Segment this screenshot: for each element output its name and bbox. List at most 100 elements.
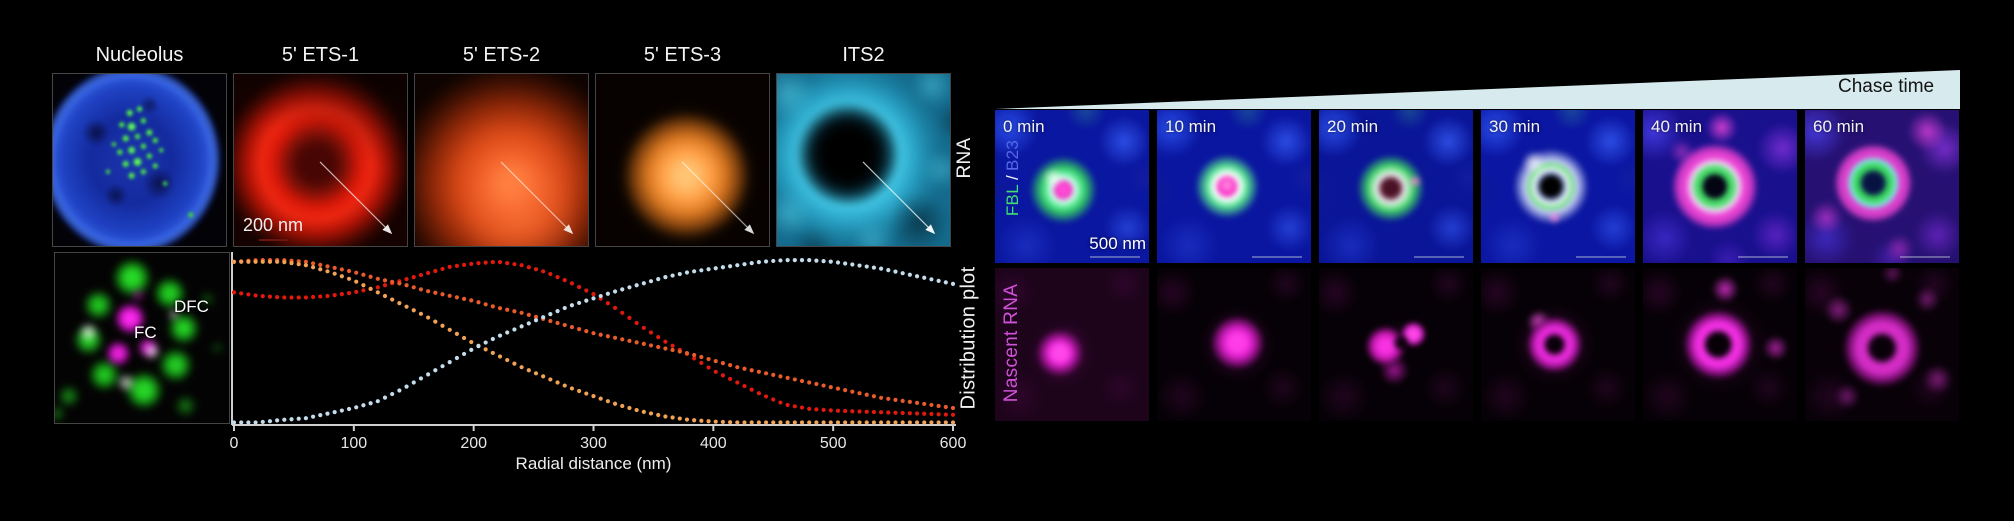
data-point bbox=[821, 407, 826, 412]
data-point bbox=[569, 386, 575, 391]
data-point bbox=[699, 354, 704, 360]
data-point bbox=[720, 419, 726, 425]
data-point bbox=[598, 332, 603, 337]
data-point bbox=[720, 361, 726, 366]
data-point bbox=[771, 420, 776, 425]
data-point bbox=[461, 262, 467, 267]
data-point bbox=[577, 388, 582, 394]
scalebar-200-line bbox=[259, 239, 288, 241]
nascent-panel-10min bbox=[1157, 268, 1311, 421]
fbl-b23-side-label: FBL / B23 bbox=[1003, 140, 1023, 216]
data-point bbox=[835, 420, 841, 425]
data-point bbox=[893, 410, 898, 415]
data-point bbox=[907, 411, 912, 416]
data-point bbox=[562, 383, 567, 388]
data-point bbox=[950, 281, 956, 286]
data-point bbox=[886, 410, 891, 415]
data-point bbox=[555, 309, 560, 314]
data-point bbox=[332, 265, 337, 271]
data-point bbox=[584, 298, 589, 303]
data-point bbox=[404, 283, 409, 288]
data-point bbox=[879, 266, 884, 271]
data-point bbox=[620, 403, 625, 409]
data-point bbox=[296, 295, 301, 300]
data-point bbox=[656, 277, 661, 282]
data-point bbox=[382, 278, 388, 283]
data-point bbox=[799, 405, 805, 410]
b23-label: B23 bbox=[1003, 139, 1022, 172]
chase-time-label: Chase time bbox=[1838, 76, 1935, 97]
data-point bbox=[519, 365, 524, 370]
data-point bbox=[461, 335, 467, 341]
data-point bbox=[663, 275, 668, 280]
data-point bbox=[454, 295, 459, 300]
data-point bbox=[591, 292, 596, 297]
data-point bbox=[728, 264, 733, 269]
data-point bbox=[641, 341, 646, 347]
pointer-arrow-icon bbox=[862, 161, 936, 235]
data-point bbox=[469, 347, 474, 352]
data-point bbox=[253, 259, 258, 264]
data-point bbox=[828, 408, 833, 413]
distribution-plot-side-label: Distribution plot bbox=[957, 266, 980, 410]
data-point bbox=[497, 333, 503, 338]
data-point bbox=[418, 376, 424, 381]
its2-image bbox=[776, 73, 951, 247]
data-point bbox=[577, 284, 582, 290]
data-point bbox=[461, 296, 467, 301]
chase-panel-20min: 20 min bbox=[1319, 110, 1473, 263]
data-point bbox=[569, 303, 575, 308]
data-point bbox=[239, 291, 244, 296]
data-point bbox=[461, 351, 467, 357]
data-point bbox=[763, 394, 769, 399]
data-point bbox=[267, 294, 273, 299]
data-point bbox=[505, 307, 510, 312]
data-point bbox=[929, 411, 934, 417]
data-point bbox=[605, 334, 610, 339]
data-point bbox=[670, 347, 675, 353]
distribution-plot-svg: 0 100 200 300 400 500 600 Radial distance (nm) bbox=[230, 252, 966, 473]
data-point bbox=[231, 290, 237, 295]
data-point bbox=[670, 343, 675, 348]
data-point bbox=[469, 298, 474, 303]
data-point bbox=[296, 262, 301, 267]
data-point bbox=[382, 293, 388, 299]
data-point bbox=[426, 270, 431, 276]
data-point bbox=[519, 324, 524, 329]
data-point bbox=[404, 384, 409, 389]
data-point bbox=[771, 258, 776, 264]
data-point bbox=[440, 266, 445, 272]
data-point bbox=[497, 260, 503, 265]
data-point bbox=[577, 300, 582, 306]
data-point bbox=[864, 392, 869, 397]
data-point bbox=[835, 260, 841, 265]
data-point bbox=[835, 408, 841, 413]
data-point bbox=[260, 259, 265, 264]
data-point bbox=[735, 380, 740, 385]
nascent-panel-30min-texture bbox=[1481, 268, 1635, 421]
data-point bbox=[728, 376, 733, 382]
data-point bbox=[526, 321, 531, 326]
data-point bbox=[612, 289, 618, 294]
data-point bbox=[289, 295, 294, 300]
data-point bbox=[440, 292, 445, 297]
data-point bbox=[706, 356, 711, 362]
data-point bbox=[778, 258, 783, 263]
data-point bbox=[692, 352, 697, 358]
data-point bbox=[835, 386, 841, 391]
ets1-texture bbox=[234, 74, 407, 246]
data-point bbox=[505, 357, 510, 363]
data-point bbox=[706, 267, 711, 272]
data-point bbox=[735, 365, 740, 370]
data-point bbox=[850, 420, 855, 425]
data-point bbox=[282, 295, 287, 300]
data-point bbox=[375, 399, 380, 404]
data-point bbox=[850, 389, 855, 394]
data-point bbox=[936, 278, 941, 283]
data-point bbox=[763, 371, 769, 376]
data-point bbox=[828, 384, 833, 390]
data-point bbox=[318, 294, 323, 299]
data-point bbox=[339, 274, 344, 279]
data-point bbox=[354, 405, 359, 410]
data-point bbox=[807, 420, 812, 425]
